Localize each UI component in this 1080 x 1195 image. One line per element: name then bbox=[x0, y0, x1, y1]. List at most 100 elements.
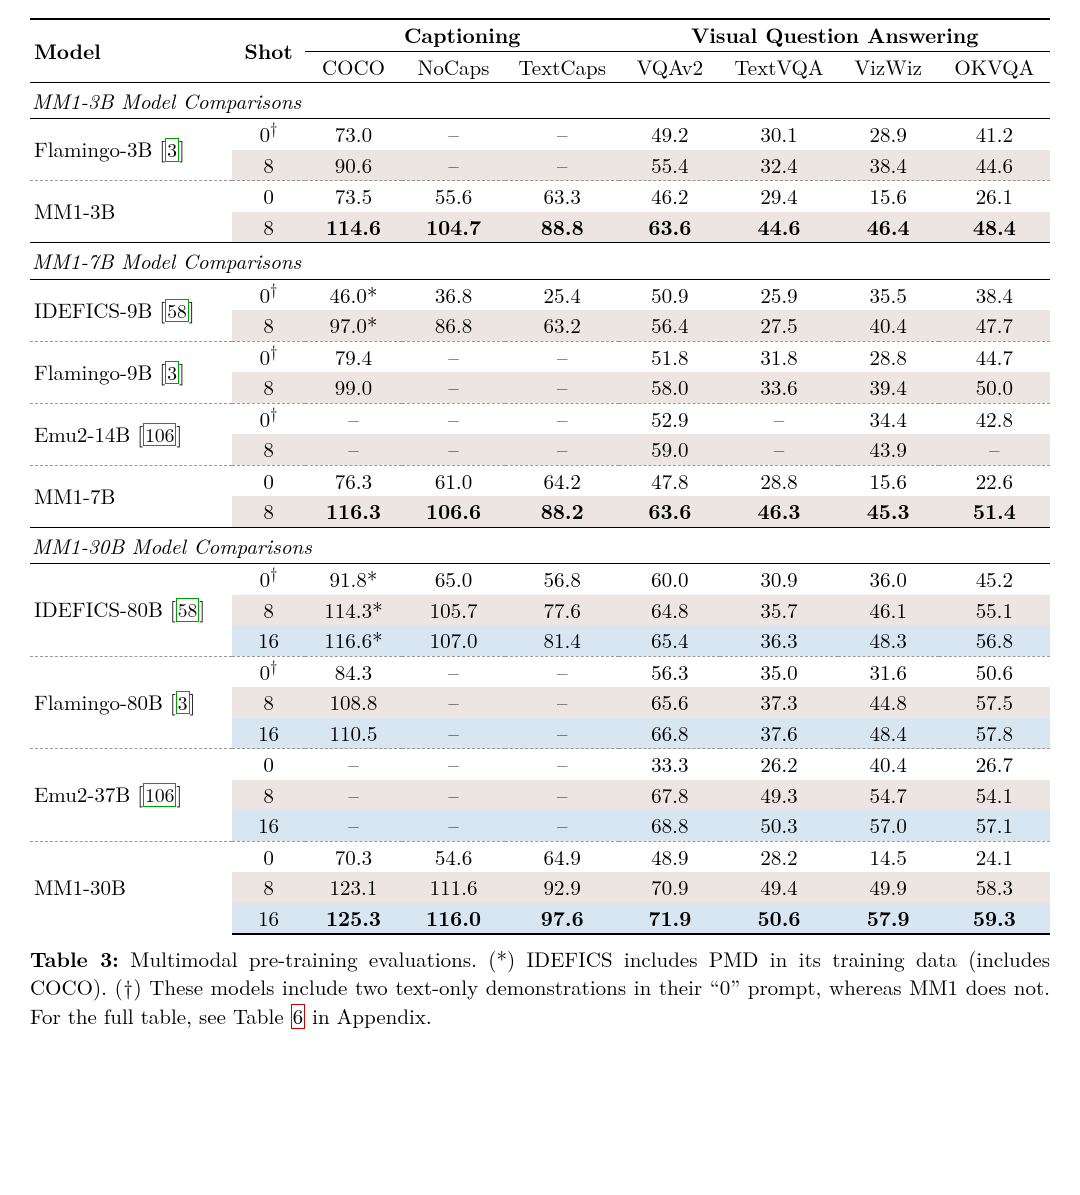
shot-cell: 8 bbox=[232, 780, 305, 811]
value-cell: 65.0 bbox=[402, 564, 505, 595]
citation-link[interactable]: 3 bbox=[176, 691, 190, 714]
value-cell: 123.1 bbox=[305, 872, 402, 903]
value-cell: 27.5 bbox=[720, 310, 837, 341]
value-cell: 26.2 bbox=[720, 749, 837, 780]
value-cell: 57.0 bbox=[838, 810, 939, 841]
value-cell: 49.4 bbox=[720, 872, 837, 903]
value-cell: – bbox=[505, 150, 619, 181]
shot-cell: 8 bbox=[232, 434, 305, 465]
value-cell: 76.3 bbox=[305, 465, 402, 496]
model-cell: Emu2-37B [106] bbox=[30, 749, 232, 842]
value-cell: 65.4 bbox=[619, 625, 720, 656]
table-row: MM1-30B070.354.664.948.928.214.524.1 bbox=[30, 841, 1050, 872]
value-cell: 65.6 bbox=[619, 687, 720, 718]
value-cell: – bbox=[505, 119, 619, 150]
value-cell: – bbox=[402, 403, 505, 434]
model-cell: MM1-7B bbox=[30, 465, 232, 527]
value-cell: 47.7 bbox=[939, 310, 1050, 341]
shot-cell: 0 bbox=[232, 181, 305, 212]
table-row: Flamingo-80B [3]0†84.3––56.335.031.650.6 bbox=[30, 656, 1050, 687]
value-cell: – bbox=[402, 749, 505, 780]
value-cell: 60.0 bbox=[619, 564, 720, 595]
table-row: IDEFICS-9B [58]0†46.0*36.825.450.925.935… bbox=[30, 279, 1050, 310]
value-cell: 92.9 bbox=[505, 872, 619, 903]
value-cell: 56.3 bbox=[619, 656, 720, 687]
shot-cell: 0† bbox=[232, 656, 305, 687]
shot-cell: 8 bbox=[232, 150, 305, 181]
value-cell: 57.5 bbox=[939, 687, 1050, 718]
shot-cell: 16 bbox=[232, 903, 305, 935]
value-cell: – bbox=[402, 810, 505, 841]
citation-link[interactable]: 3 bbox=[165, 138, 179, 161]
header-model: Model bbox=[30, 19, 232, 83]
table-header: Model Shot Captioning Visual Question An… bbox=[30, 19, 1050, 83]
value-cell: – bbox=[305, 434, 402, 465]
value-cell: 70.9 bbox=[619, 872, 720, 903]
value-cell: 25.9 bbox=[720, 279, 837, 310]
value-cell: 84.3 bbox=[305, 656, 402, 687]
citation-link[interactable]: 58 bbox=[165, 299, 189, 322]
value-cell: 34.4 bbox=[838, 403, 939, 434]
caption-ref-link[interactable]: 6 bbox=[291, 1004, 306, 1029]
value-cell: 50.6 bbox=[720, 903, 837, 935]
value-cell: 41.2 bbox=[939, 119, 1050, 150]
value-cell: 31.6 bbox=[838, 656, 939, 687]
shot-cell: 8 bbox=[232, 595, 305, 626]
value-cell: 63.6 bbox=[619, 496, 720, 527]
value-cell: 52.9 bbox=[619, 403, 720, 434]
value-cell: 28.8 bbox=[838, 341, 939, 372]
value-cell: 61.0 bbox=[402, 465, 505, 496]
value-cell: – bbox=[505, 403, 619, 434]
shot-cell: 8 bbox=[232, 496, 305, 527]
value-cell: 50.6 bbox=[939, 656, 1050, 687]
value-cell: 125.3 bbox=[305, 903, 402, 935]
citation-link[interactable]: 3 bbox=[165, 361, 179, 384]
value-cell: 28.2 bbox=[720, 841, 837, 872]
shot-cell: 0 bbox=[232, 465, 305, 496]
value-cell: 33.3 bbox=[619, 749, 720, 780]
value-cell: 26.1 bbox=[939, 181, 1050, 212]
value-cell: 30.9 bbox=[720, 564, 837, 595]
shot-cell: 0† bbox=[232, 279, 305, 310]
value-cell: – bbox=[402, 687, 505, 718]
value-cell: – bbox=[505, 372, 619, 403]
value-cell: 59.0 bbox=[619, 434, 720, 465]
value-cell: 58.0 bbox=[619, 372, 720, 403]
header-group-captioning: Captioning bbox=[305, 19, 619, 51]
value-cell: 51.4 bbox=[939, 496, 1050, 527]
value-cell: 42.8 bbox=[939, 403, 1050, 434]
value-cell: 25.4 bbox=[505, 279, 619, 310]
value-cell: 55.4 bbox=[619, 150, 720, 181]
value-cell: 36.8 bbox=[402, 279, 505, 310]
value-cell: – bbox=[505, 656, 619, 687]
citation-link[interactable]: 58 bbox=[176, 598, 200, 621]
value-cell: 71.9 bbox=[619, 903, 720, 935]
value-cell: 48.4 bbox=[838, 718, 939, 749]
value-cell: 64.8 bbox=[619, 595, 720, 626]
table-row: Flamingo-9B [3]0†79.4––51.831.828.844.7 bbox=[30, 341, 1050, 372]
value-cell: 44.8 bbox=[838, 687, 939, 718]
citation-link[interactable]: 106 bbox=[143, 783, 176, 806]
value-cell: 35.0 bbox=[720, 656, 837, 687]
value-cell: 44.6 bbox=[720, 212, 837, 243]
caption-text-1: Multimodal pre-training evaluations. (*)… bbox=[30, 944, 1050, 1031]
value-cell: 40.4 bbox=[838, 310, 939, 341]
value-cell: 88.8 bbox=[505, 212, 619, 243]
value-cell: 73.5 bbox=[305, 181, 402, 212]
shot-cell: 0† bbox=[232, 564, 305, 595]
value-cell: 114.3* bbox=[305, 595, 402, 626]
value-cell: 47.8 bbox=[619, 465, 720, 496]
shot-cell: 8 bbox=[232, 310, 305, 341]
value-cell: 73.0 bbox=[305, 119, 402, 150]
value-cell: 86.8 bbox=[402, 310, 505, 341]
value-cell: 63.6 bbox=[619, 212, 720, 243]
value-cell: – bbox=[402, 718, 505, 749]
value-cell: – bbox=[402, 372, 505, 403]
shot-cell: 0 bbox=[232, 841, 305, 872]
value-cell: 14.5 bbox=[838, 841, 939, 872]
shot-cell: 8 bbox=[232, 687, 305, 718]
value-cell: 45.3 bbox=[838, 496, 939, 527]
citation-link[interactable]: 106 bbox=[143, 423, 176, 446]
value-cell: 55.1 bbox=[939, 595, 1050, 626]
model-cell: IDEFICS-9B [58] bbox=[30, 279, 232, 341]
